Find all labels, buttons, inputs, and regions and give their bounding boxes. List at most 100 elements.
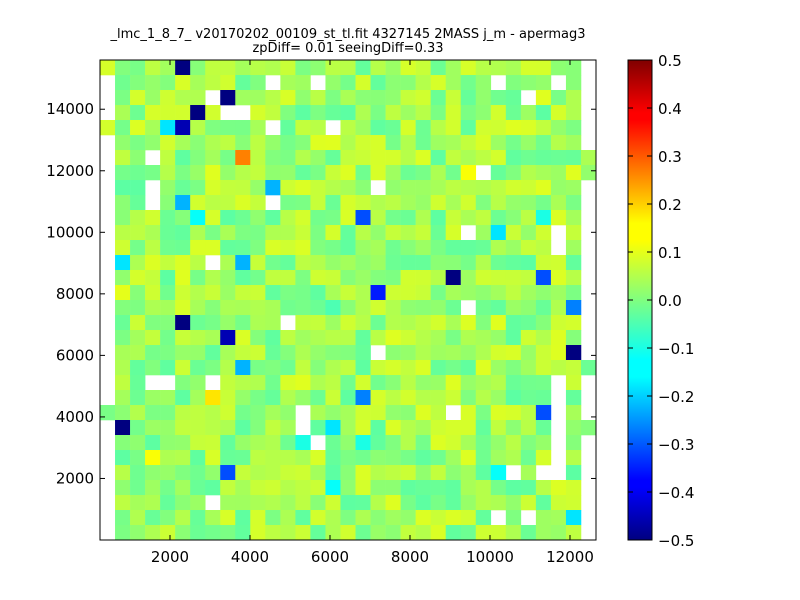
heatmap-cell (550, 315, 567, 331)
heatmap-cell (310, 195, 326, 211)
heatmap-cell (295, 150, 311, 166)
heatmap-cell (415, 345, 431, 361)
heatmap-cell (325, 300, 341, 316)
heatmap-cell (340, 120, 356, 136)
heatmap-cell (430, 75, 446, 91)
heatmap-cell (370, 135, 386, 151)
heatmap-cell (400, 165, 416, 181)
heatmap-cell (235, 180, 251, 196)
heatmap-cell (280, 450, 296, 466)
heatmap-cell (475, 405, 492, 421)
heatmap-cell (130, 135, 146, 151)
heatmap-cell (175, 120, 191, 136)
heatmap-cell (400, 510, 416, 526)
heatmap-cell (265, 315, 281, 331)
heatmap-cell (430, 300, 446, 316)
heatmap-cell (145, 330, 161, 346)
heatmap-cell (355, 360, 371, 376)
heatmap-cell (400, 525, 416, 540)
heatmap-cell (460, 150, 477, 166)
heatmap-cell (385, 420, 401, 436)
heatmap-cell (205, 270, 221, 286)
heatmap-cell (175, 105, 191, 121)
heatmap-cell (145, 285, 161, 301)
heatmap-cell (475, 360, 492, 376)
heatmap-cell (130, 285, 146, 301)
heatmap-cell (535, 330, 552, 346)
heatmap-cell (175, 75, 191, 91)
heatmap-cell (385, 225, 401, 241)
heatmap-cell (535, 420, 552, 436)
heatmap-cell (535, 225, 552, 241)
heatmap-cell (475, 180, 492, 196)
heatmap-cell (490, 330, 507, 346)
heatmap-cell (520, 300, 537, 316)
heatmap-cell (265, 480, 281, 496)
heatmap-cell (130, 450, 146, 466)
heatmap-cell (160, 435, 176, 451)
heatmap-cell (385, 180, 401, 196)
heatmap-cell (235, 90, 251, 106)
heatmap-cell (550, 165, 567, 181)
heatmap-cell (175, 360, 191, 376)
heatmap-cell (220, 75, 236, 91)
heatmap-cell (565, 360, 582, 376)
heatmap-cell (490, 60, 507, 76)
heatmap-cell (325, 285, 341, 301)
heatmap-cell (250, 255, 266, 271)
heatmap-cell (145, 90, 161, 106)
heatmap-cell (235, 360, 251, 376)
heatmap-cell (565, 165, 582, 181)
heatmap-cell (160, 165, 176, 181)
heatmap-cell (400, 375, 416, 391)
heatmap-cell (205, 510, 221, 526)
colorbar-tick-label: 0.0 (658, 292, 682, 310)
heatmap-cell (325, 375, 341, 391)
heatmap-cell (355, 465, 371, 481)
x-tick-label: 8000 (391, 548, 429, 566)
heatmap-cell (340, 60, 356, 76)
heatmap-cell (490, 195, 507, 211)
heatmap-cell (370, 330, 386, 346)
heatmap-cell (430, 240, 446, 256)
heatmap-cell (235, 420, 251, 436)
heatmap-cell (280, 135, 296, 151)
heatmap-cell (115, 195, 131, 211)
heatmap-cell (310, 450, 326, 466)
heatmap-cell (265, 90, 281, 106)
heatmap-cell (160, 525, 176, 540)
heatmap-cell (565, 120, 582, 136)
colorbar-tick-label: −0.3 (658, 436, 694, 454)
heatmap-cell (430, 105, 446, 121)
heatmap-cell (160, 225, 176, 241)
heatmap-cell (325, 255, 341, 271)
heatmap-cell (430, 180, 446, 196)
heatmap-cell (550, 255, 567, 271)
heatmap-cell (130, 270, 146, 286)
heatmap-cell (220, 360, 236, 376)
heatmap-cell (145, 510, 161, 526)
heatmap-cell (400, 330, 416, 346)
heatmap-cell (190, 435, 206, 451)
heatmap-cell (310, 165, 326, 181)
heatmap-cell (205, 195, 221, 211)
heatmap-cell (490, 495, 507, 511)
heatmap-cell (505, 120, 522, 136)
heatmap-cell (220, 495, 236, 511)
heatmap-cell (565, 375, 582, 391)
heatmap-cell (190, 390, 206, 406)
heatmap-cell (145, 135, 161, 151)
heatmap-cell (475, 495, 492, 511)
heatmap-cell (145, 405, 161, 421)
heatmap-cell (550, 300, 567, 316)
heatmap-cell (130, 60, 146, 76)
heatmap-cell (355, 240, 371, 256)
heatmap-cell (295, 135, 311, 151)
heatmap-cell (265, 525, 281, 540)
heatmap-cell (400, 240, 416, 256)
heatmap-cell (430, 465, 446, 481)
heatmap-cell (430, 510, 446, 526)
x-tick-label: 6000 (311, 548, 349, 566)
heatmap-cell (550, 150, 567, 166)
heatmap-cell (385, 480, 401, 496)
